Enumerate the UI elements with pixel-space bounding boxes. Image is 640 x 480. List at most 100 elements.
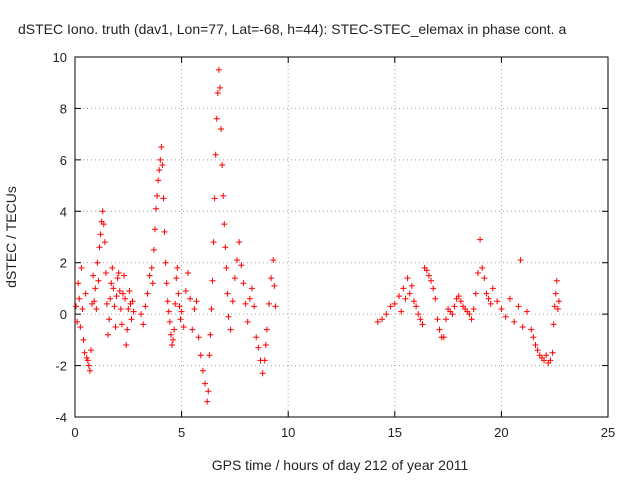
- data-point: [161, 228, 168, 235]
- data-point: [160, 195, 167, 202]
- data-point: [86, 367, 93, 374]
- data-point: [79, 306, 86, 312]
- data-point: [208, 306, 215, 312]
- data-point: [234, 257, 241, 264]
- data-points: [73, 66, 562, 405]
- data-point: [78, 264, 85, 271]
- data-point: [159, 162, 166, 168]
- data-point: [263, 326, 270, 333]
- data-point: [158, 144, 165, 150]
- data-point: [506, 295, 513, 302]
- data-point: [413, 303, 420, 310]
- data-point: [218, 126, 225, 132]
- data-point: [151, 226, 158, 233]
- data-point: [515, 303, 522, 310]
- x-tick-label: 0: [71, 425, 78, 440]
- data-point: [387, 303, 394, 310]
- x-tick-label: 10: [281, 425, 295, 440]
- data-point: [94, 259, 101, 266]
- data-point: [223, 264, 230, 271]
- data-point: [552, 290, 559, 297]
- x-tick-label: 20: [494, 425, 508, 440]
- data-point: [383, 311, 390, 318]
- data-point: [77, 324, 84, 330]
- data-point: [434, 316, 441, 323]
- data-point: [97, 231, 104, 238]
- data-point: [238, 262, 245, 269]
- data-point: [268, 275, 275, 282]
- data-point: [177, 316, 184, 323]
- y-tick-label: 10: [53, 50, 67, 65]
- data-point: [111, 303, 118, 310]
- data-point: [125, 306, 132, 312]
- data-point: [113, 293, 120, 300]
- data-point: [404, 275, 411, 282]
- data-point: [259, 370, 266, 377]
- data-point: [229, 298, 236, 305]
- data-point: [547, 357, 554, 364]
- data-point: [129, 298, 136, 305]
- data-point: [153, 205, 160, 212]
- data-point: [74, 318, 81, 325]
- data-point: [95, 277, 102, 284]
- data-point: [483, 290, 490, 297]
- data-point: [150, 246, 157, 253]
- data-point: [202, 380, 209, 387]
- data-point: [554, 306, 561, 312]
- data-point: [209, 277, 216, 284]
- data-point: [163, 280, 170, 287]
- data-point: [481, 275, 488, 282]
- data-point: [419, 321, 426, 328]
- data-point: [457, 298, 464, 305]
- data-point: [502, 313, 509, 320]
- data-point: [174, 264, 181, 271]
- data-point: [406, 290, 413, 297]
- data-point: [167, 331, 174, 338]
- data-point: [248, 285, 255, 292]
- data-point: [164, 298, 171, 305]
- data-point: [87, 347, 94, 354]
- data-point: [80, 336, 87, 343]
- x-axis-label: GPS time / hours of day 212 of year 2011: [212, 457, 469, 473]
- data-point: [96, 244, 103, 251]
- data-point: [100, 221, 107, 228]
- data-point: [115, 270, 122, 276]
- y-tick-label: 0: [60, 307, 67, 322]
- data-point: [219, 162, 226, 168]
- data-point: [517, 257, 524, 264]
- data-point: [211, 195, 218, 202]
- data-point: [374, 318, 381, 325]
- data-point: [92, 285, 99, 292]
- data-point: [207, 331, 214, 338]
- data-point: [479, 264, 486, 271]
- data-point: [156, 167, 163, 174]
- data-point: [108, 280, 115, 287]
- data-point: [402, 295, 409, 302]
- data-point: [182, 288, 189, 294]
- data-point: [410, 298, 417, 305]
- data-point: [396, 293, 403, 300]
- data-point: [109, 264, 116, 271]
- data-point: [83, 354, 90, 361]
- data-point: [251, 303, 258, 310]
- data-point: [489, 285, 496, 292]
- data-point: [140, 321, 147, 328]
- data-point: [528, 326, 535, 333]
- data-point: [103, 300, 110, 307]
- data-point: [430, 285, 437, 292]
- data-point: [231, 275, 238, 282]
- data-point: [244, 318, 251, 325]
- data-point: [76, 295, 83, 302]
- data-point: [485, 295, 492, 302]
- data-point: [144, 290, 151, 297]
- data-point: [213, 115, 220, 122]
- data-point: [107, 295, 114, 302]
- data-point: [110, 285, 117, 292]
- data-point: [212, 151, 219, 158]
- data-point: [400, 285, 407, 292]
- data-point: [270, 257, 277, 264]
- data-point: [116, 288, 123, 294]
- data-point: [210, 239, 217, 246]
- data-point: [379, 316, 386, 323]
- data-point: [511, 318, 518, 325]
